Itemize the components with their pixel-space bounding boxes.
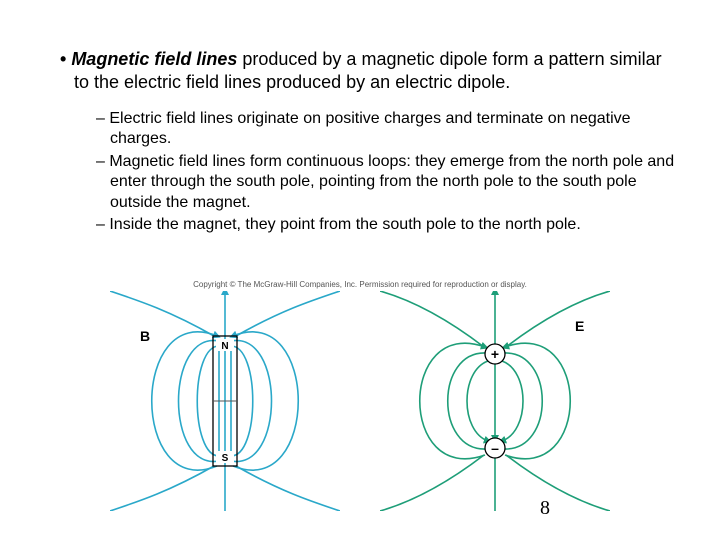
sub-bullet-text: Electric field lines originate on positi… — [109, 110, 630, 147]
magnetic-dipole-diagram: N S B — [110, 291, 340, 511]
main-bullet-lead: Magnetic field lines — [71, 49, 237, 69]
bullet-dot: • — [60, 49, 71, 69]
sub-bullet-item: – Magnetic field lines form continuous l… — [96, 152, 680, 213]
main-bullet: • Magnetic field lines produced by a mag… — [60, 48, 680, 95]
e-field-label: E — [575, 318, 584, 334]
sub-bullet-list: – Electric field lines originate on posi… — [96, 109, 680, 236]
page-number: 8 — [540, 497, 550, 520]
sub-bullet-item: – Inside the magnet, they point from the… — [96, 215, 680, 235]
figure-area: Copyright © The McGraw-Hill Companies, I… — [0, 280, 720, 511]
electric-dipole-diagram: + – E — [380, 291, 610, 511]
b-field-label: B — [140, 328, 150, 344]
negative-charge-label: – — [491, 440, 499, 456]
sub-bullet-item: – Electric field lines originate on posi… — [96, 109, 680, 150]
north-pole-label: N — [221, 341, 228, 352]
south-pole-label: S — [222, 453, 229, 464]
sub-bullet-text: Inside the magnet, they point from the s… — [109, 216, 580, 233]
positive-charge-label: + — [491, 346, 499, 362]
diagram-row: N S B — [0, 291, 720, 511]
sub-bullet-text: Magnetic field lines form continuous loo… — [109, 153, 674, 211]
copyright-text: Copyright © The McGraw-Hill Companies, I… — [0, 280, 720, 289]
